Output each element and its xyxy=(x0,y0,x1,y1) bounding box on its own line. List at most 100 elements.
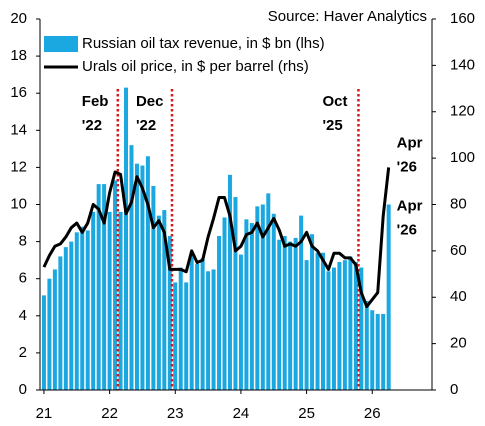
legend-label: Russian oil tax revenue, in $ bn (lhs) xyxy=(82,35,325,52)
y2-tick-label: 60 xyxy=(450,242,467,259)
bar xyxy=(189,254,194,390)
source: Source: Haver Analytics xyxy=(268,8,427,25)
price-line xyxy=(42,167,391,309)
bar xyxy=(244,219,249,390)
bar xyxy=(315,252,320,390)
y2-tick-label: 160 xyxy=(450,10,475,27)
bar xyxy=(69,241,74,390)
bar xyxy=(222,217,227,390)
bar xyxy=(255,206,260,390)
event-label: '22 xyxy=(82,117,102,134)
event-label: Dec xyxy=(136,93,164,110)
y-tick-label: 14 xyxy=(10,121,27,138)
bar xyxy=(63,247,68,390)
y2-tick-label: 100 xyxy=(450,149,475,166)
bar xyxy=(156,215,161,390)
bar xyxy=(113,180,118,390)
x-tick-label: 25 xyxy=(298,405,315,422)
bar xyxy=(96,184,101,390)
bar xyxy=(124,87,129,390)
bar xyxy=(140,165,145,390)
bar xyxy=(134,163,139,390)
legend-label: Urals oil price, in $ per barrel (rhs) xyxy=(82,58,309,75)
x-tick-label: 26 xyxy=(364,405,381,422)
y-tick-label: 18 xyxy=(10,47,27,64)
y2-tick-label: 80 xyxy=(450,195,467,212)
bar xyxy=(227,174,232,390)
bar xyxy=(184,282,189,390)
bar xyxy=(277,239,282,390)
bar xyxy=(299,215,304,390)
y-tick-label: 8 xyxy=(19,233,27,250)
end-label: Apr xyxy=(397,197,423,214)
event-label: Feb xyxy=(82,93,109,110)
bar xyxy=(342,260,347,390)
bar xyxy=(353,262,358,390)
bar xyxy=(85,230,90,390)
x-tick-label: 22 xyxy=(101,405,118,422)
end-label: '26 xyxy=(397,158,417,175)
bar xyxy=(386,204,391,390)
bar xyxy=(375,313,380,390)
y-tick-label: 10 xyxy=(10,195,27,212)
bar xyxy=(260,204,265,390)
bar xyxy=(80,226,85,390)
bar xyxy=(238,254,243,390)
bar xyxy=(47,278,52,390)
bar xyxy=(271,213,276,390)
bar xyxy=(118,211,123,390)
bar xyxy=(359,267,364,390)
bar xyxy=(206,271,211,390)
bar xyxy=(52,269,57,390)
bar xyxy=(321,252,326,390)
bar xyxy=(195,263,200,390)
bar xyxy=(249,223,254,390)
event-label: '25 xyxy=(322,117,342,134)
bar xyxy=(233,197,238,390)
y-tick-label: 4 xyxy=(19,307,27,324)
y2-tick-label: 120 xyxy=(450,103,475,120)
bar xyxy=(91,211,96,390)
bar xyxy=(282,236,287,390)
bar xyxy=(167,236,172,390)
y-tick-label: 0 xyxy=(19,381,27,398)
bar xyxy=(370,310,375,390)
bar xyxy=(41,295,46,390)
bar xyxy=(331,267,336,390)
bar xyxy=(310,234,315,390)
bar xyxy=(173,282,178,390)
y2-tick-label: 20 xyxy=(450,335,467,352)
bar xyxy=(145,156,150,390)
bar xyxy=(304,260,309,390)
bar xyxy=(102,184,107,390)
bar xyxy=(381,313,386,390)
bar xyxy=(129,145,134,390)
end-label: Apr xyxy=(397,134,423,151)
bar xyxy=(178,267,183,390)
y-tick-label: 16 xyxy=(10,84,27,101)
bar xyxy=(162,210,167,390)
bar xyxy=(217,236,222,390)
bar xyxy=(288,241,293,390)
bar xyxy=(58,256,63,390)
y-tick-label: 6 xyxy=(19,270,27,287)
end-label: '26 xyxy=(397,221,417,238)
bar xyxy=(211,269,216,390)
bar xyxy=(151,185,156,390)
bar xyxy=(337,262,342,390)
y2-tick-label: 40 xyxy=(450,288,467,305)
y2-tick-label: 140 xyxy=(450,56,475,73)
x-tick-label: 24 xyxy=(233,405,250,422)
y-tick-label: 20 xyxy=(10,10,27,27)
bar xyxy=(364,300,369,390)
event-label: '22 xyxy=(136,117,156,134)
y-tick-label: 12 xyxy=(10,158,27,175)
bar xyxy=(200,258,205,390)
bar xyxy=(326,271,331,390)
bar xyxy=(348,256,353,390)
x-tick-label: 21 xyxy=(36,405,53,422)
bar xyxy=(107,211,112,390)
bar xyxy=(293,237,298,390)
y2-tick-label: 0 xyxy=(450,381,458,398)
